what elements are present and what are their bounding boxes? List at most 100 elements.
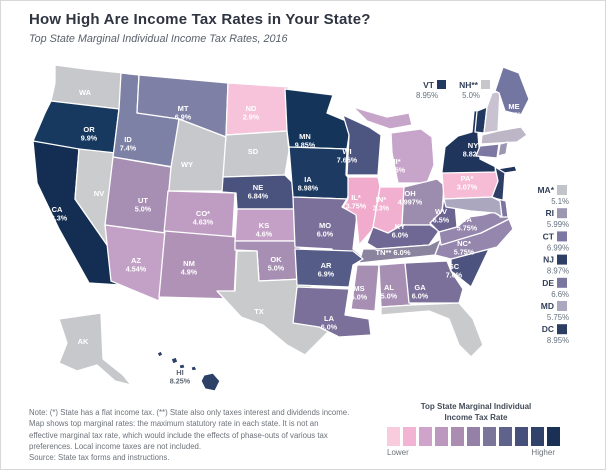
state-hi-shape — [200, 372, 221, 392]
legend-swatch-1 — [403, 427, 416, 446]
legend-higher-label: Higher — [531, 448, 555, 457]
state-ar-shape — [294, 248, 364, 288]
state-hi-shape — [190, 365, 198, 372]
state-wa-label: WA — [79, 88, 92, 97]
state-md-shape — [443, 196, 503, 218]
state-oh-label: OH — [404, 189, 415, 198]
legend-swatch-0 — [387, 427, 400, 446]
legend-swatch-6 — [483, 427, 496, 446]
list-item-ma-abbr: MA* — [537, 185, 554, 195]
state-ca-label: CA — [52, 205, 63, 214]
state-or-label: 9.9% — [81, 134, 98, 143]
state-sc-label: SC — [449, 262, 460, 271]
callout-vt-abbr: VT — [423, 80, 435, 90]
state-ar-label: AR — [321, 261, 332, 270]
state-ny-label: 8.82% — [463, 150, 484, 159]
state-pa-label: PA* — [461, 174, 474, 183]
state-ma-shape — [480, 126, 528, 145]
state-oh-label: 4.997% — [398, 198, 423, 207]
list-item-de-swatch — [557, 277, 567, 288]
state-id-label: ID — [124, 135, 132, 144]
legend-swatch-9 — [531, 427, 544, 446]
state-ms-shape — [350, 264, 380, 312]
list-item-ct-swatch — [557, 231, 567, 242]
state-wy-label: WY — [181, 160, 193, 169]
state-sc-label: 7.0% — [446, 271, 463, 280]
state-ga-label: GA — [414, 283, 426, 292]
list-item-ma-value: 5.1% — [551, 197, 569, 206]
state-or-label: OR — [83, 125, 95, 134]
state-me-label: 7.15% — [504, 111, 525, 120]
state-ky-label: 6.0% — [392, 231, 409, 240]
state-la-shape — [292, 286, 372, 338]
list-item-ri-swatch — [557, 208, 567, 219]
footnote-line: effective marginal tax rate, which would… — [29, 430, 328, 440]
state-wv-label: WV — [435, 207, 447, 216]
legend-swatch-4 — [451, 427, 464, 446]
state-ri-shape — [497, 141, 509, 157]
state-ks-label: 4.6% — [256, 230, 273, 239]
footnote-line: Note: (*) State has a flat income tax. (… — [29, 408, 350, 417]
state-mt-label: 6.9% — [175, 113, 192, 122]
state-sd-shape — [222, 130, 290, 178]
page-subtitle: Top State Marginal Individual Income Tax… — [29, 33, 288, 45]
state-nh-shape — [483, 90, 501, 134]
state-ne-label: 6.84% — [248, 192, 269, 201]
state-tn-label: TN** 6.0% — [375, 248, 410, 257]
state-mi-shape — [352, 106, 413, 130]
state-il-shape — [342, 176, 381, 246]
state-mo-shape — [292, 196, 364, 258]
state-wi-shape — [342, 114, 382, 176]
state-hi-label: HI — [176, 368, 184, 377]
legend-swatch-7 — [499, 427, 512, 446]
footnote-block: Note: (*) State has a flat income tax. (… — [29, 407, 391, 463]
state-ia-label: IA — [304, 175, 312, 184]
state-ut-shape — [104, 156, 172, 234]
legend-lower-label: Lower — [387, 448, 409, 457]
state-nd-label: ND — [246, 104, 257, 113]
callout-nh-abbr: NH** — [459, 80, 479, 90]
state-la-label: 6.0% — [321, 323, 338, 332]
state-nd-shape — [225, 82, 290, 136]
list-item-ri-abbr: RI — [546, 208, 555, 218]
state-pa-label: 3.07% — [457, 183, 478, 192]
state-mi-label: 4.25% — [385, 166, 406, 175]
callout-nh-value: 5.0% — [462, 91, 480, 100]
state-in-label: 3.3% — [373, 204, 390, 213]
state-nm-label: 4.9% — [181, 268, 198, 277]
state-ks-label: KS — [259, 221, 269, 230]
state-hi-shape — [170, 356, 179, 365]
state-ne-label: NE — [253, 183, 263, 192]
state-mo-label: MO — [319, 221, 331, 230]
state-tx-shape — [216, 250, 336, 356]
state-nm-label: NM — [183, 259, 195, 268]
state-ga-label: 6.0% — [412, 292, 429, 301]
state-ny-label: NY — [468, 141, 478, 150]
list-item-de-value: 6.6% — [551, 290, 569, 299]
list-item-ma-swatch — [557, 185, 567, 195]
state-in-label: IN* — [376, 195, 387, 204]
state-ak-shape — [58, 312, 132, 386]
state-al-label: 5.0% — [381, 292, 398, 301]
color-legend: Top State Marginal Individual Income Tax… — [387, 402, 565, 457]
callout-nh-swatch — [481, 80, 490, 89]
state-va-label: VA — [462, 215, 472, 224]
state-az-label: 4.54% — [126, 265, 147, 274]
state-ms-label: MS — [353, 284, 364, 293]
state-nc-label: NC* — [457, 239, 471, 248]
state-hi-label: 8.25% — [170, 377, 191, 386]
state-wy-shape — [167, 118, 227, 192]
state-nd-label: 2.9% — [243, 113, 260, 122]
legend-title: Top State Marginal Individual Income Tax… — [420, 402, 532, 422]
state-ca-label: 13.3% — [47, 214, 68, 223]
legend-swatch-8 — [515, 427, 528, 446]
state-me-shape — [494, 66, 530, 116]
state-mt-label: MT — [178, 104, 189, 113]
state-mn-label: MN — [299, 132, 311, 141]
state-ak-label: AK — [78, 337, 89, 346]
state-hi-shape — [178, 363, 186, 370]
state-hi-shape — [156, 350, 164, 358]
legend-swatch-10 — [547, 427, 560, 446]
list-item-md-swatch — [557, 301, 567, 311]
